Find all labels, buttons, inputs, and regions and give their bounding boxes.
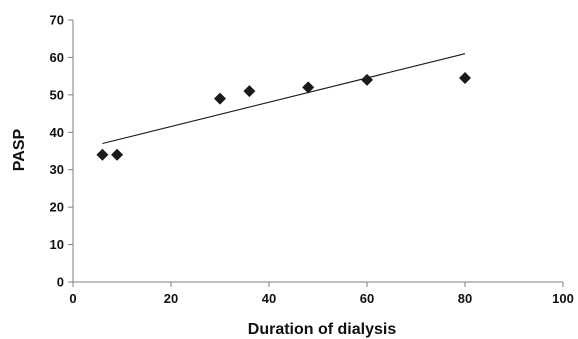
x-axis: 0 20 40 60 80 100 (69, 281, 574, 306)
data-point (302, 81, 315, 94)
trendline-group (102, 53, 466, 145)
data-point (459, 72, 471, 85)
data-point (96, 148, 109, 161)
y-tick-label: 0 (57, 275, 64, 290)
x-tick-label: 40 (262, 291, 276, 306)
data-points (96, 72, 471, 161)
data-point (214, 92, 226, 105)
y-tick-label: 70 (50, 13, 64, 28)
data-point (243, 85, 256, 98)
x-tick-label: 0 (69, 291, 76, 306)
data-point (111, 148, 124, 161)
y-tick-label: 60 (50, 50, 64, 65)
x-tick-label: 80 (458, 291, 472, 306)
y-tick-label: 10 (50, 237, 64, 252)
y-axis-title: PASP (11, 128, 28, 171)
x-tick-label: 60 (360, 291, 374, 306)
x-tick-label: 20 (164, 291, 178, 306)
y-tick-label: 20 (50, 200, 64, 215)
y-tick-label: 50 (50, 87, 64, 102)
data-point (361, 73, 373, 86)
y-axis: 0 10 20 30 40 50 60 70 (50, 13, 74, 290)
x-axis-title: Duration of dialysis (248, 321, 397, 338)
trendline (102, 53, 466, 145)
x-tick-label: 100 (552, 291, 574, 306)
y-tick-label: 30 (50, 162, 64, 177)
y-tick-label: 40 (50, 125, 64, 140)
